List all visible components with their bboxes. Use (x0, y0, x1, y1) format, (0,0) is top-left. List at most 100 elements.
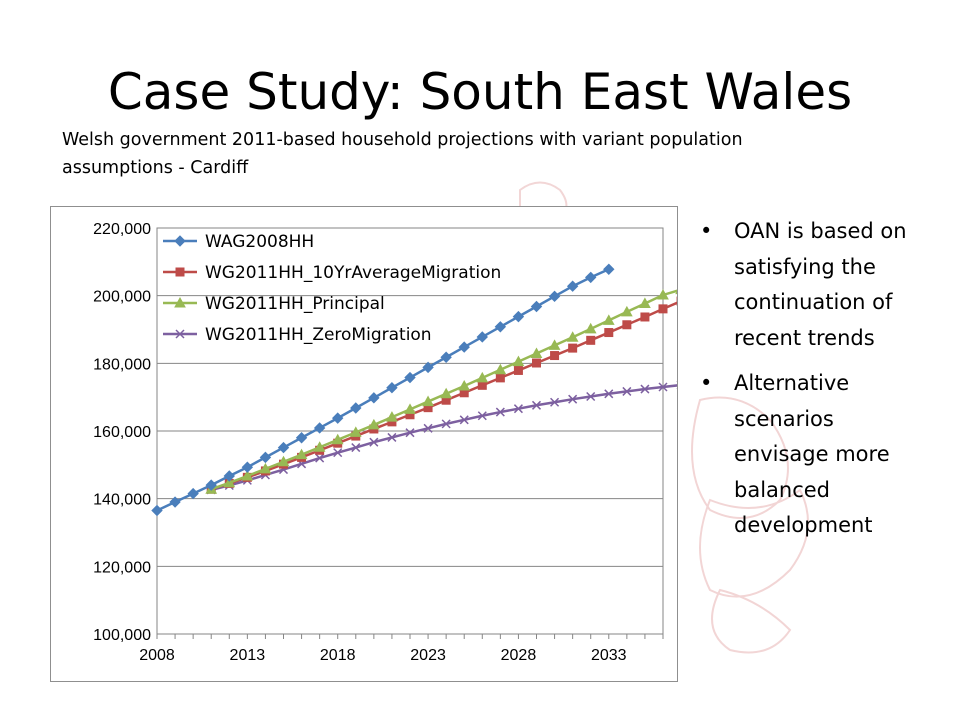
data-point (548, 339, 561, 350)
data-point (530, 300, 543, 313)
data-point (315, 453, 325, 463)
data-point (187, 487, 199, 500)
slide-title: Case Study: South East Wales (107, 63, 853, 121)
bullet-icon: • (700, 371, 713, 395)
chart-subtitle: Welsh government 2011-based household pr… (62, 130, 743, 178)
data-point (531, 400, 542, 410)
bullet-item: • Alternative scenarios envisage more ba… (698, 366, 908, 544)
data-point (441, 419, 451, 429)
data-point (423, 423, 433, 433)
data-point (331, 433, 344, 445)
data-point (350, 402, 362, 414)
data-point (459, 415, 469, 425)
data-point (657, 288, 669, 300)
y-tick-label: 120,000 (93, 559, 151, 576)
data-point (495, 407, 505, 417)
y-tick-label: 200,000 (93, 289, 151, 306)
data-point (295, 448, 308, 460)
data-point (277, 455, 290, 467)
data-point (332, 412, 344, 424)
bullet-icon: • (700, 219, 713, 243)
data-point (586, 391, 596, 402)
data-point (586, 335, 596, 345)
data-point (440, 387, 452, 399)
data-point (566, 331, 579, 342)
data-point (458, 341, 470, 353)
x-tick-label: 2028 (501, 647, 537, 664)
legend-label: WG2011HH_10YrAverageMigration (205, 263, 501, 283)
y-tick-label: 180,000 (93, 356, 151, 373)
data-point (295, 432, 308, 444)
data-point (640, 312, 650, 322)
data-point (175, 329, 185, 339)
data-point (476, 371, 489, 383)
bullet-item: • OAN is based on satisfying the continu… (698, 214, 908, 356)
data-point (495, 373, 505, 383)
data-point (603, 263, 615, 275)
data-point (386, 381, 398, 394)
y-tick-label: 140,000 (93, 492, 151, 509)
data-point (169, 496, 181, 508)
data-point (259, 462, 272, 474)
x-tick-label: 2033 (591, 647, 627, 664)
legend-label: WG2011HH_ZeroMigration (205, 325, 432, 345)
data-point (548, 290, 561, 303)
data-point (476, 331, 488, 343)
bullet-text: Alternative scenarios envisage more bala… (734, 371, 890, 537)
y-tick-label: 100,000 (93, 627, 151, 644)
data-point (530, 347, 543, 359)
data-point (604, 389, 614, 399)
data-point (223, 470, 235, 482)
data-point (174, 296, 186, 308)
data-point (277, 441, 290, 454)
data-point (512, 310, 525, 323)
data-point (640, 384, 650, 394)
data-point (513, 404, 523, 414)
data-point (440, 351, 452, 363)
bullet-text: OAN is based on satisfying the continuat… (734, 219, 907, 350)
data-point (494, 321, 507, 333)
data-point (494, 363, 507, 375)
data-point (512, 355, 525, 367)
data-point (313, 441, 326, 452)
data-point (241, 461, 254, 473)
data-point (532, 358, 541, 368)
data-point (241, 469, 254, 481)
data-point (585, 271, 597, 284)
x-tick-label: 2023 (410, 647, 446, 664)
y-tick-label: 160,000 (93, 424, 151, 441)
y-tick-label: 220,000 (93, 221, 151, 238)
data-point (458, 379, 471, 391)
x-tick-label: 2018 (320, 647, 356, 664)
data-point (639, 297, 651, 308)
data-point (368, 392, 380, 404)
data-point (477, 380, 487, 390)
data-point (205, 479, 217, 491)
data-point (404, 371, 416, 384)
data-point (422, 395, 434, 407)
legend-label: WG2011HH_Principal (205, 294, 385, 314)
data-point (568, 394, 578, 404)
data-point (513, 365, 523, 375)
data-point (622, 386, 632, 396)
data-point (622, 320, 632, 330)
data-point (223, 476, 236, 488)
data-point (151, 504, 163, 517)
data-point (604, 328, 614, 338)
data-point (369, 437, 379, 447)
data-point (333, 448, 343, 458)
data-point (550, 397, 560, 407)
data-point (422, 361, 434, 374)
data-point (405, 428, 415, 438)
data-point (349, 426, 362, 437)
data-point (621, 305, 633, 317)
data-point (658, 382, 668, 392)
data-point (584, 322, 597, 334)
legend-label: WAG2008HH (205, 232, 314, 252)
data-point (368, 418, 380, 430)
x-tick-label: 2008 (139, 647, 175, 664)
data-point (675, 290, 677, 295)
x-tick-label: 2013 (230, 647, 266, 664)
chart-area: 100,000 120,000 140,000 160,000 180,000 200,0… (50, 206, 678, 682)
data-point (387, 432, 397, 442)
